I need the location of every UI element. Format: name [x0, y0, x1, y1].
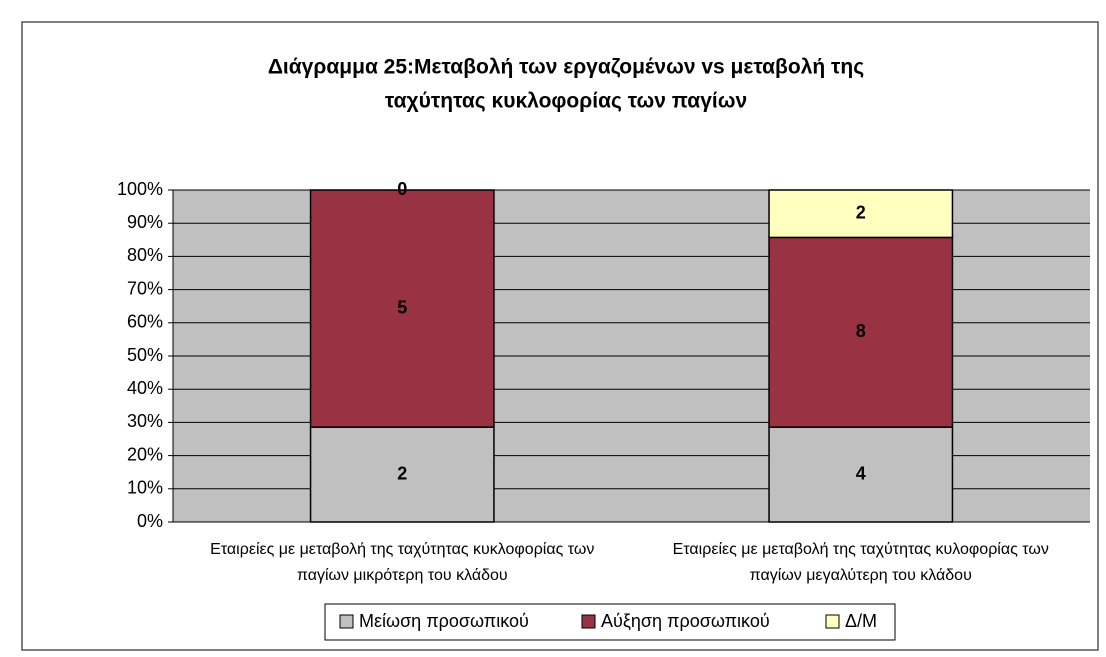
- y-tick-label: 90%: [127, 212, 163, 232]
- y-tick-label: 40%: [127, 378, 163, 398]
- data-label: 2: [856, 202, 866, 222]
- legend-label: Μείωση προσωπικού: [359, 611, 529, 631]
- y-tick-label: 20%: [127, 444, 163, 464]
- y-tick-label: 30%: [127, 411, 163, 431]
- x-tick-label: Εταιρείες με μεταβολή της ταχύτητας κυκλ…: [210, 541, 594, 558]
- legend-label: Αύξηση προσωπικού: [601, 611, 770, 631]
- legend-swatch: [581, 614, 596, 629]
- legend-box: [324, 603, 896, 641]
- legend-swatch: [825, 614, 840, 629]
- y-tick-label: 100%: [117, 179, 163, 199]
- bar-segment: [768, 189, 954, 239]
- data-label: 4: [856, 463, 866, 483]
- x-tick-label: Εταιρείες με μεταβολή της ταχύτητας κυλο…: [673, 541, 1049, 558]
- data-label: 8: [856, 321, 866, 341]
- bar-segment: [309, 426, 495, 523]
- y-tick-label: 10%: [127, 478, 163, 498]
- bar-segment: [768, 236, 954, 428]
- bar-segment: [309, 189, 495, 428]
- x-tick-label: παγίων μεγαλύτερη του κλάδου: [750, 567, 972, 584]
- data-label: 5: [397, 297, 407, 317]
- y-tick-label: 0%: [137, 511, 163, 531]
- y-tick-label: 60%: [127, 312, 163, 332]
- x-tick-label: παγίων μικρότερη του κλάδου: [297, 567, 508, 584]
- y-tick-label: 50%: [127, 345, 163, 365]
- data-label: 2: [397, 463, 407, 483]
- legend-swatch: [339, 614, 354, 629]
- chart-title: Διάγραμμα 25:Μεταβολή των εργαζομένων vs…: [268, 56, 864, 79]
- legend-label: Δ/Μ: [845, 611, 877, 631]
- y-tick-label: 70%: [127, 278, 163, 298]
- bar-segment: [768, 426, 954, 523]
- data-label: 0: [397, 179, 407, 199]
- chart-title: ταχύτητας κυκλοφορίας των παγίων: [385, 90, 747, 113]
- y-tick-label: 80%: [127, 245, 163, 265]
